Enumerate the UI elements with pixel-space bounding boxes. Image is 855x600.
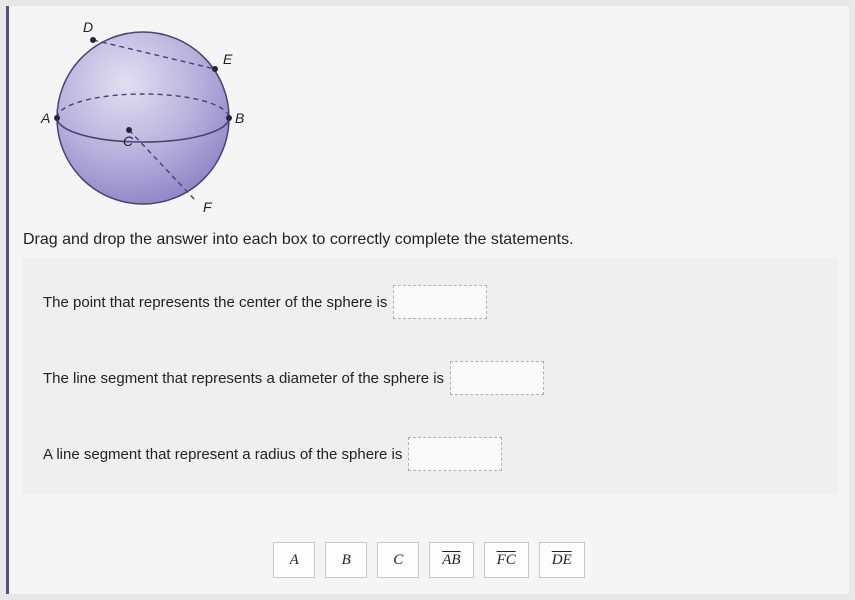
point-label-B: B <box>235 110 244 126</box>
statement-1: The point that represents the center of … <box>43 285 819 319</box>
answer-tile-B[interactable]: B <box>325 542 367 578</box>
instruction-text: Drag and drop the answer into each box t… <box>23 231 839 249</box>
answer-tile-AB[interactable]: AB <box>429 542 473 578</box>
statement-2-text: The line segment that represents a diame… <box>43 370 444 387</box>
drop-target-center[interactable] <box>393 285 487 319</box>
answer-tiles-row: A B C AB FC DE <box>9 542 849 578</box>
answer-tile-DE[interactable]: DE <box>539 542 585 578</box>
point-label-D: D <box>83 19 93 35</box>
statement-1-text: The point that represents the center of … <box>43 294 387 311</box>
answer-tile-A[interactable]: A <box>273 542 315 578</box>
statement-2: The line segment that represents a diame… <box>43 361 819 395</box>
drop-target-radius[interactable] <box>408 437 502 471</box>
statement-3-text: A line segment that represent a radius o… <box>43 446 402 463</box>
statements-block: The point that represents the center of … <box>23 257 839 495</box>
answer-tile-FC[interactable]: FC <box>484 542 529 578</box>
sphere-figure: A B C D E F <box>23 10 253 225</box>
answer-tile-C[interactable]: C <box>377 542 419 578</box>
point-label-A: A <box>40 110 50 126</box>
statement-3: A line segment that represent a radius o… <box>43 437 819 471</box>
drop-target-diameter[interactable] <box>450 361 544 395</box>
point-label-F: F <box>203 199 213 215</box>
point-label-E: E <box>223 51 233 67</box>
question-panel: A B C D E F Drag and drop the answer int… <box>6 6 849 594</box>
point-label-C: C <box>123 133 134 149</box>
